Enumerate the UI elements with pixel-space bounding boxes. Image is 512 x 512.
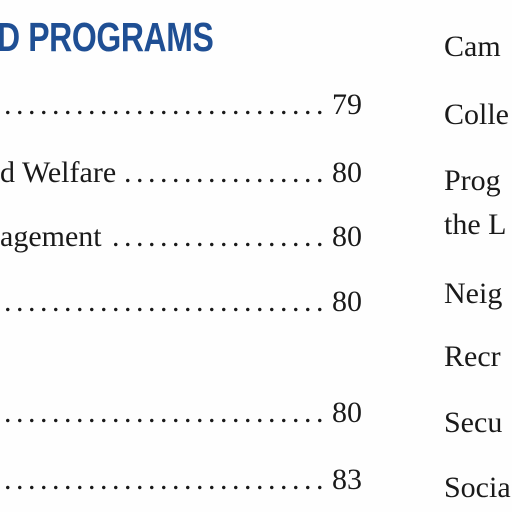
toc-page-number: 80	[332, 285, 362, 318]
toc-entry[interactable]: agement ................................…	[0, 220, 362, 260]
list-item[interactable]: Secu	[444, 406, 503, 439]
dot-leader: ........................................…	[120, 156, 328, 189]
toc-entry[interactable]: d Welfare ..............................…	[0, 156, 362, 196]
list-item[interactable]: Colle	[444, 98, 509, 131]
list-item[interactable]: Recr	[444, 340, 501, 373]
section-heading: D PROGRAMS	[0, 14, 214, 60]
right-column-list: Cam Colle Prog the L Neig Recr Secu Soci…	[444, 0, 512, 512]
list-item[interactable]: Cam	[444, 30, 501, 63]
toc-entry[interactable]: ........................................…	[0, 463, 362, 503]
toc-page-number: 83	[332, 463, 362, 496]
list-item[interactable]: Socia	[444, 471, 511, 504]
toc-entry-label: agement	[0, 220, 102, 253]
dot-leader: ........................................…	[106, 220, 328, 253]
toc-entry[interactable]: ........................................…	[0, 285, 362, 325]
toc-page-number: 80	[332, 156, 362, 189]
toc-page-number: 80	[332, 220, 362, 253]
list-item[interactable]: Neig	[444, 277, 503, 310]
toc-entry-label: d Welfare	[0, 156, 117, 189]
dot-leader: ........................................…	[4, 88, 328, 121]
dot-leader: ........................................…	[4, 463, 328, 496]
list-item-continuation: the L	[444, 208, 507, 241]
table-of-contents: ........................................…	[0, 88, 362, 503]
toc-entry[interactable]: ........................................…	[0, 88, 362, 128]
dot-leader: ........................................…	[4, 285, 328, 318]
toc-entry[interactable]: ........................................…	[0, 396, 362, 436]
list-item[interactable]: Prog	[444, 164, 501, 197]
dot-leader: ........................................…	[4, 396, 328, 429]
toc-page-number: 79	[332, 88, 362, 121]
toc-page-number: 80	[332, 396, 362, 429]
